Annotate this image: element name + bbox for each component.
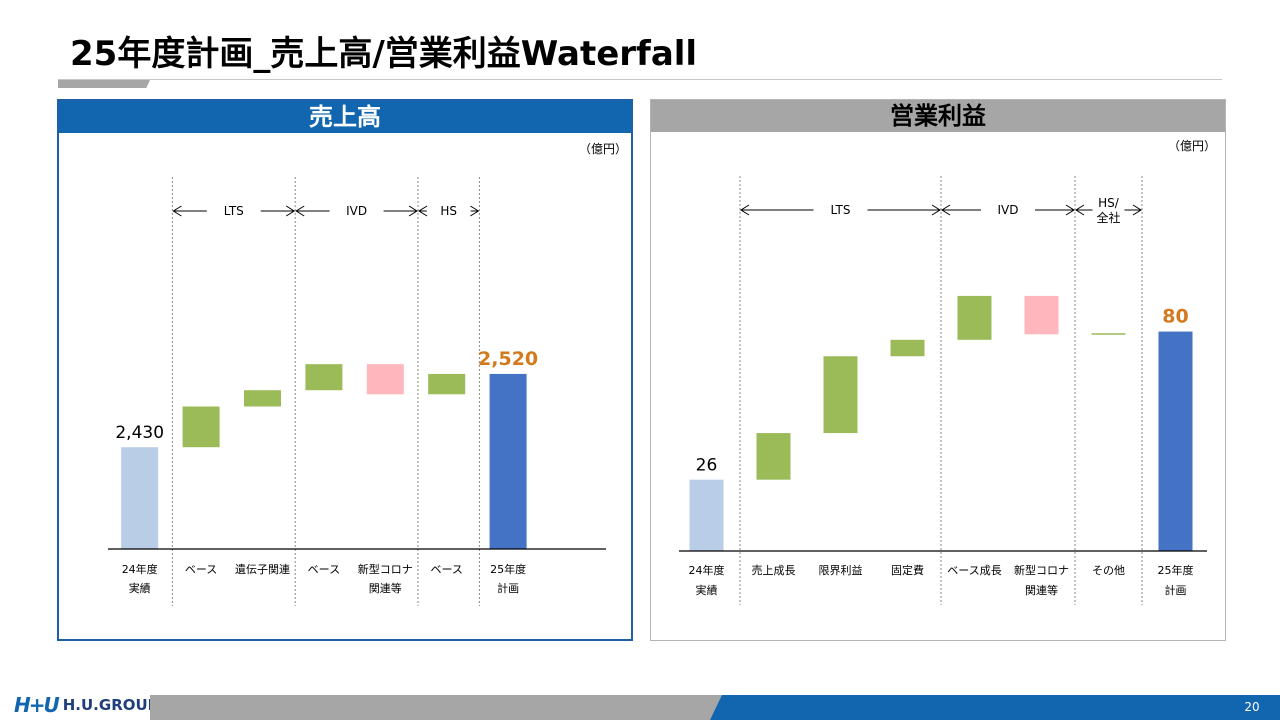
increase-bar	[182, 406, 220, 448]
footer-logo: H+U H.U.GROUP	[14, 693, 159, 717]
hu-logo-icon: H+U	[14, 693, 60, 717]
category-label: 25年度	[490, 562, 526, 576]
category-label: 実績	[696, 583, 718, 597]
arrowhead-left-icon	[1075, 204, 1085, 216]
title-accent	[58, 80, 150, 88]
category-label: 24年度	[122, 562, 158, 576]
category-label: 25年度	[1158, 563, 1194, 577]
category-label: 限界利益	[819, 563, 863, 577]
end-total-bar	[489, 373, 527, 549]
segment-label: LTS	[831, 203, 851, 217]
arrowhead-right-icon	[285, 205, 296, 217]
arrowhead-right-icon	[408, 205, 418, 217]
increase-bar	[244, 390, 281, 407]
category-label: ベース	[185, 563, 217, 576]
segment-label: HS	[440, 204, 457, 218]
profit-panel: （億円） LTS IVD HS/全社 26 80 24年度実績 売上成長 限界利益 固定費 ベース成…	[650, 99, 1226, 641]
start-total-bar	[121, 447, 159, 549]
arrowhead-left-icon	[418, 205, 428, 217]
unit-label: （億円）	[1168, 139, 1216, 153]
increase-bar	[957, 295, 992, 340]
increase-bar	[756, 433, 791, 480]
arrowhead-right-icon	[1065, 204, 1075, 216]
category-label: ベース成長	[947, 564, 1001, 577]
logo-text: H.U.GROUP	[62, 696, 159, 714]
increase-bar	[428, 373, 466, 395]
category-label: ベース	[308, 563, 340, 576]
category-label: 24年度	[689, 563, 725, 577]
arrowhead-left-icon	[941, 204, 951, 216]
start-value-label: 26	[696, 456, 718, 476]
segment-label: IVD	[346, 204, 367, 218]
page-number: 20	[1244, 700, 1260, 714]
category-label: 実績	[129, 581, 151, 595]
segment-label: HS/	[1098, 196, 1120, 210]
arrowhead-right-icon	[470, 205, 480, 217]
segment-label: 全社	[1096, 210, 1120, 225]
category-label: 固定費	[891, 563, 924, 577]
end-value-label: 80	[1162, 306, 1188, 328]
title-rule	[58, 79, 1222, 80]
arrowhead-right-icon	[931, 204, 941, 216]
category-label: 計画	[1165, 583, 1187, 597]
category-label: 関連等	[1025, 583, 1058, 597]
start-total-bar	[689, 479, 724, 551]
sales-panel-header: 売上高	[59, 101, 631, 133]
category-label: 関連等	[369, 581, 402, 595]
start-value-label: 2,430	[115, 423, 164, 443]
page-title: 25年度計画_売上高/営業利益Waterfall	[70, 34, 698, 74]
category-label: 遺伝子関連	[235, 562, 290, 576]
segment-label: IVD	[998, 203, 1019, 217]
category-label: 新型コロナ	[1014, 563, 1069, 577]
category-label: ベース	[430, 563, 462, 576]
arrowhead-left-icon	[740, 204, 750, 216]
end-value-label: 2,520	[478, 348, 538, 370]
arrowhead-left-icon	[172, 205, 182, 217]
segment-label: LTS	[224, 204, 244, 218]
arrowhead-right-icon	[1132, 204, 1142, 216]
sales-panel: （億円） LTS IVD HS 2,430 2,520 24年度実績 ベース 遺伝子関連 ベース 新…	[57, 99, 633, 641]
decrease-bar	[1024, 295, 1059, 335]
increase-bar	[305, 364, 343, 391]
decrease-bar	[366, 364, 404, 395]
footer-accent-bar	[710, 695, 1280, 720]
unit-label: （億円）	[579, 142, 627, 156]
increase-bar	[1091, 333, 1126, 335]
category-label: 売上成長	[752, 564, 796, 577]
increase-bar	[890, 339, 925, 357]
increase-bar	[823, 356, 858, 434]
end-total-bar	[1158, 331, 1193, 551]
profit-panel-header: 営業利益	[651, 100, 1225, 132]
category-label: その他	[1092, 564, 1125, 577]
arrowhead-left-icon	[295, 205, 305, 217]
category-label: 新型コロナ	[358, 562, 413, 576]
category-label: 計画	[497, 581, 519, 595]
